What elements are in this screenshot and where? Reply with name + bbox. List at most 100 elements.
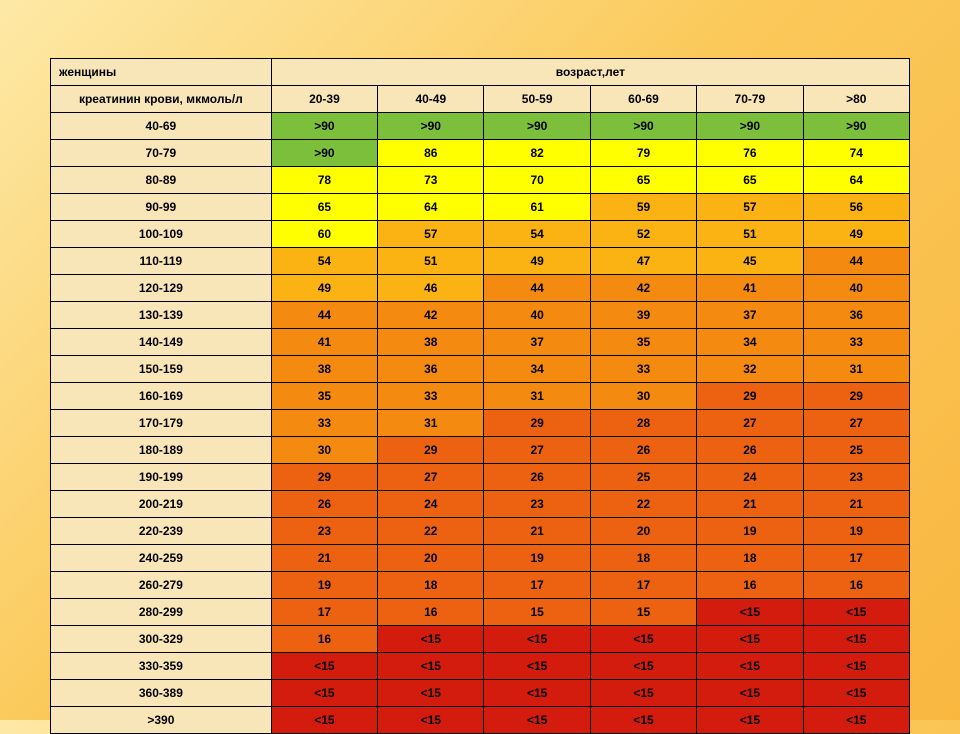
- value-cell: 19: [697, 518, 803, 545]
- value-cell: 28: [590, 410, 696, 437]
- row-label: 140-149: [51, 329, 272, 356]
- value-cell: 44: [803, 248, 909, 275]
- table-row: 160-169353331302929: [51, 383, 910, 410]
- value-cell: 35: [271, 383, 377, 410]
- value-cell: 27: [484, 437, 590, 464]
- value-cell: <15: [697, 599, 803, 626]
- value-cell: 22: [378, 518, 484, 545]
- value-cell: 54: [484, 221, 590, 248]
- age-col-4: 70-79: [697, 86, 803, 113]
- value-cell: >90: [484, 113, 590, 140]
- value-cell: <15: [590, 653, 696, 680]
- value-cell: 51: [697, 221, 803, 248]
- table-row: 40-69>90>90>90>90>90>90: [51, 113, 910, 140]
- value-cell: 86: [378, 140, 484, 167]
- row-label: 260-279: [51, 572, 272, 599]
- value-cell: <15: [484, 680, 590, 707]
- value-cell: 36: [803, 302, 909, 329]
- value-cell: 34: [484, 356, 590, 383]
- value-cell: >90: [378, 113, 484, 140]
- value-cell: 46: [378, 275, 484, 302]
- table-row: 330-359<15<15<15<15<15<15: [51, 653, 910, 680]
- value-cell: 30: [590, 383, 696, 410]
- value-cell: 32: [697, 356, 803, 383]
- value-cell: 21: [484, 518, 590, 545]
- value-cell: 41: [271, 329, 377, 356]
- value-cell: 74: [803, 140, 909, 167]
- value-cell: <15: [484, 707, 590, 734]
- value-cell: 57: [378, 221, 484, 248]
- table-row: 240-259212019181817: [51, 545, 910, 572]
- gfr-table-container: женщинывозраст,леткреатинин крови, мкмол…: [50, 58, 910, 734]
- value-cell: 20: [378, 545, 484, 572]
- value-cell: 73: [378, 167, 484, 194]
- value-cell: 24: [378, 491, 484, 518]
- value-cell: 38: [271, 356, 377, 383]
- value-cell: 23: [803, 464, 909, 491]
- value-cell: 41: [697, 275, 803, 302]
- table-row: 90-99656461595756: [51, 194, 910, 221]
- value-cell: 16: [271, 626, 377, 653]
- row-label: 240-259: [51, 545, 272, 572]
- value-cell: 26: [484, 464, 590, 491]
- value-cell: 60: [271, 221, 377, 248]
- value-cell: 30: [271, 437, 377, 464]
- age-col-0: 20-39: [271, 86, 377, 113]
- value-cell: 25: [590, 464, 696, 491]
- row-label: 100-109: [51, 221, 272, 248]
- value-cell: <15: [271, 653, 377, 680]
- value-cell: 29: [484, 410, 590, 437]
- value-cell: 19: [271, 572, 377, 599]
- row-label: 120-129: [51, 275, 272, 302]
- value-cell: >90: [271, 140, 377, 167]
- table-row: 140-149413837353433: [51, 329, 910, 356]
- value-cell: <15: [271, 707, 377, 734]
- value-cell: 16: [803, 572, 909, 599]
- row-label: 70-79: [51, 140, 272, 167]
- value-cell: 64: [378, 194, 484, 221]
- value-cell: <15: [803, 707, 909, 734]
- age-col-1: 40-49: [378, 86, 484, 113]
- value-cell: 27: [697, 410, 803, 437]
- value-cell: 21: [271, 545, 377, 572]
- value-cell: >90: [271, 113, 377, 140]
- table-row: 130-139444240393736: [51, 302, 910, 329]
- row-label: 110-119: [51, 248, 272, 275]
- value-cell: 20: [590, 518, 696, 545]
- value-cell: 16: [697, 572, 803, 599]
- row-label: 200-219: [51, 491, 272, 518]
- value-cell: 35: [590, 329, 696, 356]
- value-cell: 47: [590, 248, 696, 275]
- value-cell: 25: [803, 437, 909, 464]
- value-cell: 76: [697, 140, 803, 167]
- value-cell: 27: [803, 410, 909, 437]
- corner-label: женщины: [51, 59, 272, 86]
- table-row: 110-119545149474544: [51, 248, 910, 275]
- row-axis-label: креатинин крови, мкмоль/л: [51, 86, 272, 113]
- value-cell: 34: [697, 329, 803, 356]
- value-cell: 65: [271, 194, 377, 221]
- value-cell: 49: [484, 248, 590, 275]
- value-cell: <15: [697, 680, 803, 707]
- value-cell: 31: [484, 383, 590, 410]
- age-header: возраст,лет: [271, 59, 909, 86]
- value-cell: <15: [697, 626, 803, 653]
- table-row: 360-389<15<15<15<15<15<15: [51, 680, 910, 707]
- value-cell: 23: [271, 518, 377, 545]
- table-row: 170-179333129282727: [51, 410, 910, 437]
- value-cell: 37: [484, 329, 590, 356]
- value-cell: 19: [484, 545, 590, 572]
- table-row: 180-189302927262625: [51, 437, 910, 464]
- value-cell: 33: [590, 356, 696, 383]
- value-cell: >90: [590, 113, 696, 140]
- table-row: 260-279191817171616: [51, 572, 910, 599]
- value-cell: <15: [697, 707, 803, 734]
- value-cell: 57: [697, 194, 803, 221]
- value-cell: 49: [803, 221, 909, 248]
- table-row: 200-219262423222121: [51, 491, 910, 518]
- value-cell: 51: [378, 248, 484, 275]
- value-cell: 22: [590, 491, 696, 518]
- value-cell: 40: [803, 275, 909, 302]
- age-col-5: >80: [803, 86, 909, 113]
- value-cell: <15: [803, 680, 909, 707]
